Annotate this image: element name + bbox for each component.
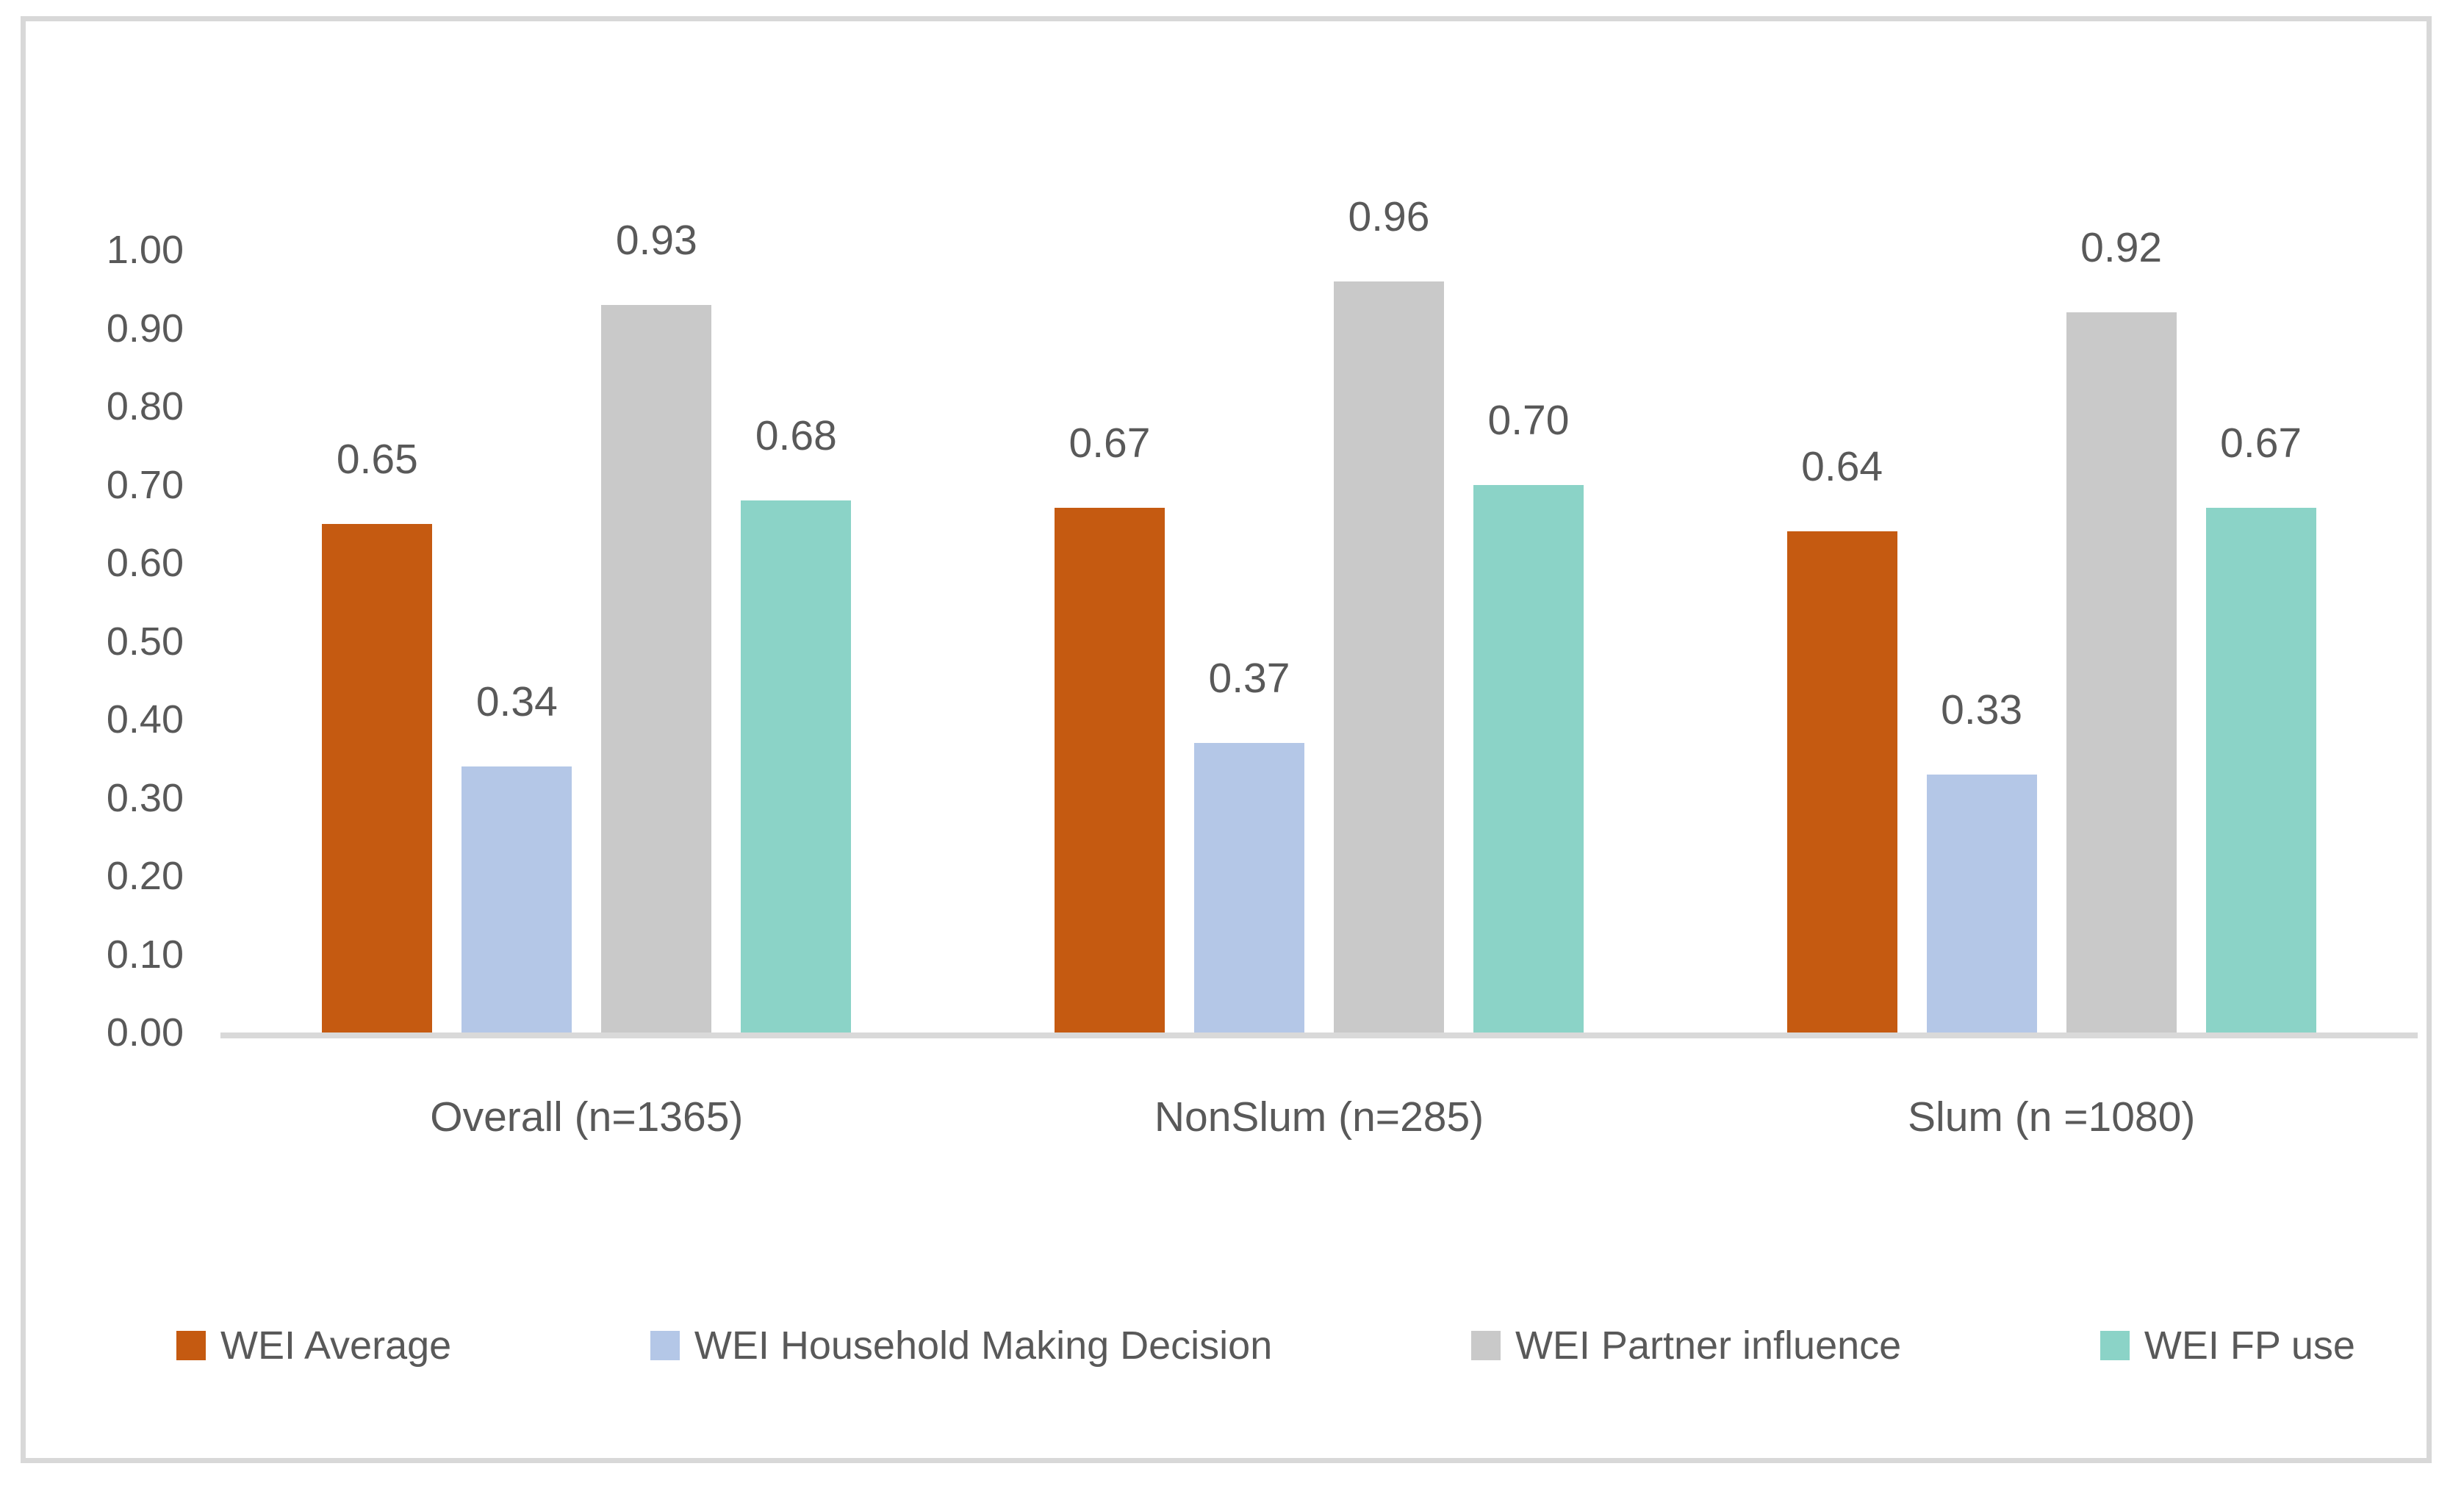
bar-3-group-1 (601, 304, 712, 1032)
legend-label: WEI Partner influence (1515, 1324, 1902, 1368)
data-label: 0.64 (1801, 443, 1883, 491)
data-label: 0.70 (1487, 396, 1570, 444)
data-label: 0.93 (615, 216, 697, 264)
category-label: Overall (n=1365) (430, 1093, 744, 1141)
data-label: 0.96 (1348, 193, 1430, 240)
data-label: 0.34 (475, 678, 558, 725)
y-tick-label: 0.40 (106, 697, 184, 741)
category-label: Slum (n =1080) (1908, 1093, 2196, 1141)
y-tick-label: 0.00 (106, 1010, 184, 1055)
x-axis-line (220, 1032, 2418, 1038)
y-tick-label: 0.20 (106, 854, 184, 898)
y-tick-label: 1.00 (106, 228, 184, 272)
data-label: 0.92 (2080, 224, 2163, 272)
y-tick-label: 0.10 (106, 932, 184, 977)
bar-4-group-1 (741, 500, 852, 1032)
bar-3-group-2 (1334, 281, 1444, 1032)
chart-legend: WEI Average WEI Household Making Decision… (176, 1323, 2355, 1368)
legend-marker-icon (650, 1331, 680, 1360)
legend-item-3: WEI Partner influence (1470, 1323, 1902, 1368)
legend-label: WEI Household Making Decision (694, 1324, 1273, 1368)
legend-item-1: WEI Average (176, 1323, 451, 1368)
bar-1-group-3 (1786, 531, 1897, 1032)
data-label: 0.67 (2220, 420, 2302, 467)
data-label: 0.33 (1941, 686, 2023, 733)
legend-marker-icon (176, 1331, 206, 1360)
bar-3-group-3 (2066, 312, 2177, 1032)
bar-2-group-2 (1194, 742, 1304, 1032)
y-tick-label: 0.30 (106, 775, 184, 820)
y-tick-label: 0.50 (106, 619, 184, 664)
y-tick-label: 0.80 (106, 384, 184, 428)
legend-label: WEI Average (220, 1324, 452, 1368)
category-label: NonSlum (n=285) (1154, 1093, 1484, 1141)
y-tick-label: 0.70 (106, 462, 184, 507)
legend-marker-icon (1470, 1331, 1501, 1360)
data-label: 0.37 (1208, 654, 1290, 702)
bar-4-group-2 (1473, 484, 1584, 1032)
data-label: 0.67 (1068, 420, 1151, 467)
bar-1-group-1 (322, 523, 433, 1032)
bar-1-group-2 (1055, 508, 1165, 1032)
bar-2-group-1 (461, 766, 572, 1032)
bar-4-group-3 (2205, 508, 2316, 1032)
bar-2-group-3 (1926, 774, 2037, 1032)
data-label: 0.65 (336, 435, 418, 483)
y-tick-label: 0.90 (106, 306, 184, 351)
legend-item-4: WEI FP use (2100, 1323, 2355, 1368)
y-tick-label: 0.60 (106, 541, 184, 585)
legend-item-2: WEI Household Making Decision (650, 1323, 1272, 1368)
legend-marker-icon (2100, 1331, 2130, 1360)
legend-label: WEI FP use (2144, 1324, 2355, 1368)
data-label: 0.68 (755, 412, 837, 459)
